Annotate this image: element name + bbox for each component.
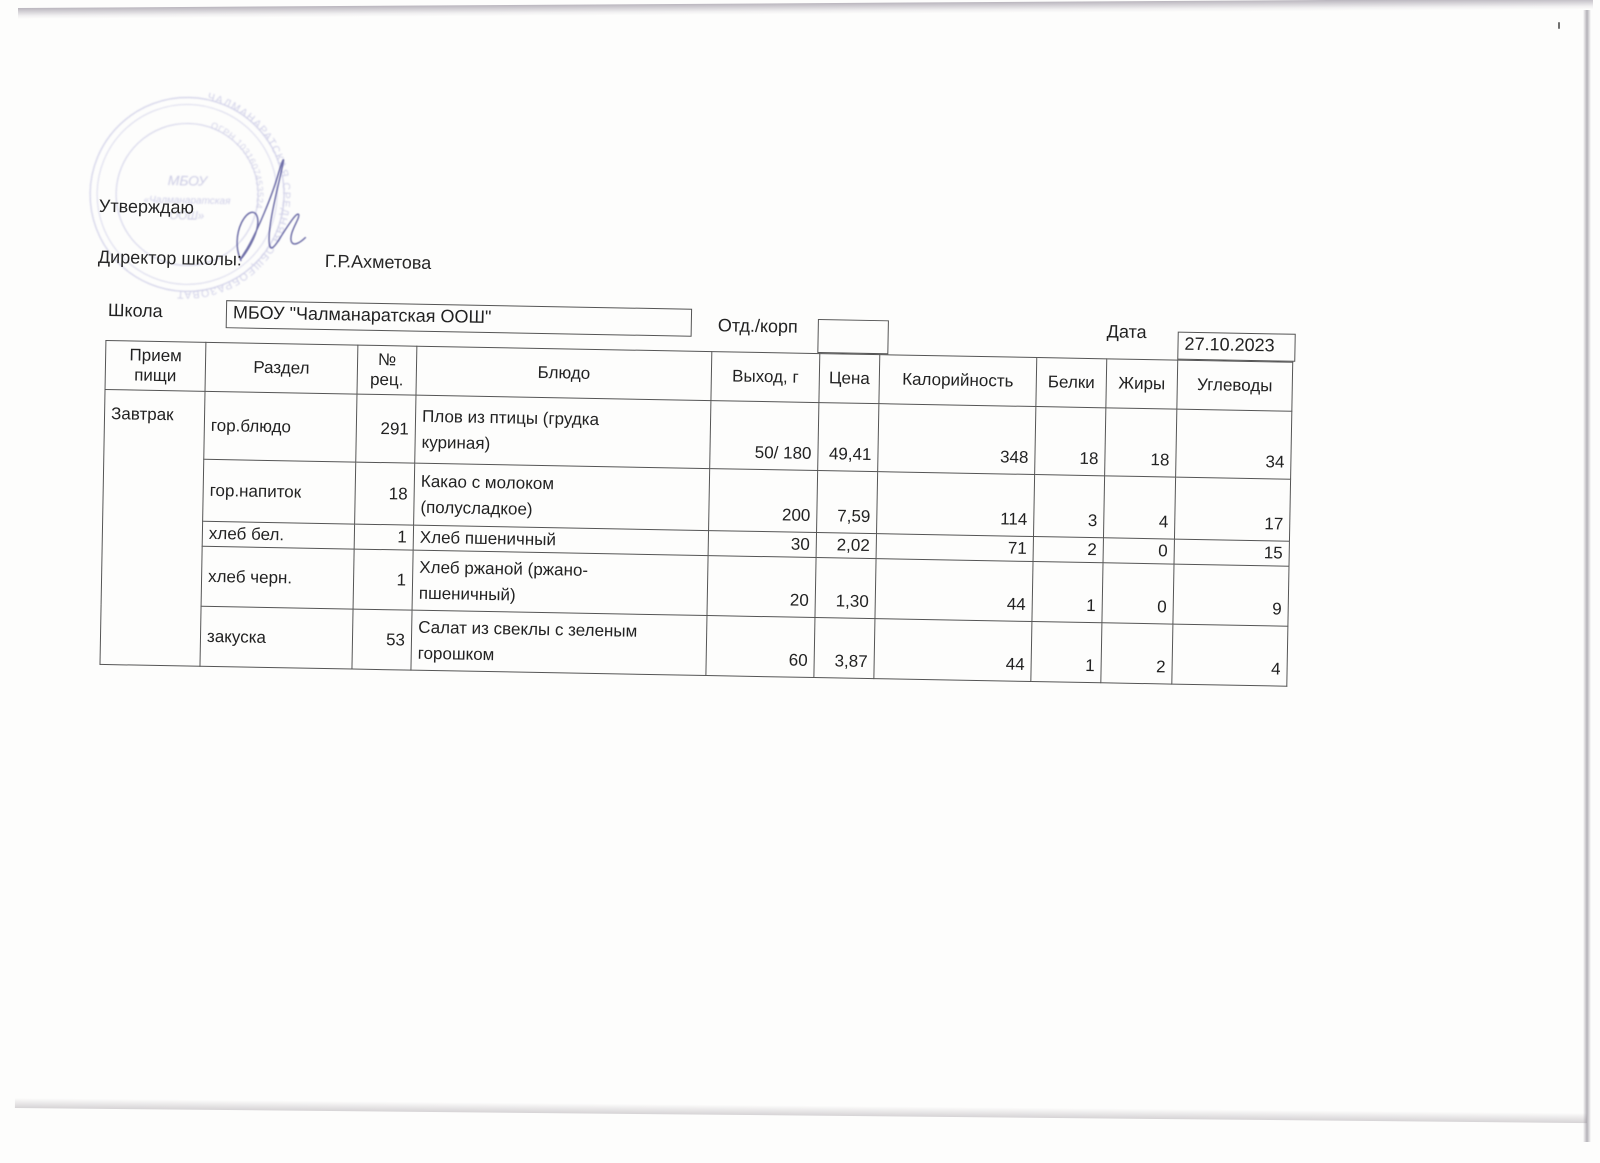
svg-text:МБОУ: МБОУ (168, 172, 210, 189)
